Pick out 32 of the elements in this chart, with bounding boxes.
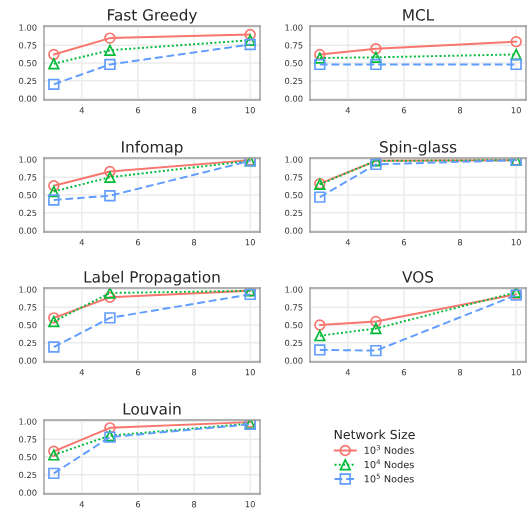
point — [314, 329, 326, 342]
point — [244, 34, 256, 46]
point — [370, 58, 382, 71]
point — [510, 58, 522, 71]
point — [104, 32, 116, 44]
point — [104, 312, 116, 324]
point — [104, 58, 116, 71]
point — [48, 78, 60, 91]
point — [104, 171, 116, 183]
point — [48, 194, 60, 206]
point — [244, 38, 256, 51]
point — [370, 51, 382, 64]
point — [48, 58, 60, 70]
point — [104, 165, 116, 178]
point — [48, 341, 60, 353]
point — [510, 48, 522, 61]
point — [510, 35, 522, 48]
point — [104, 190, 116, 202]
point — [48, 185, 60, 198]
point — [370, 322, 382, 335]
point — [314, 344, 326, 356]
point — [48, 180, 60, 192]
point — [48, 467, 60, 480]
point — [314, 191, 326, 203]
point — [370, 43, 382, 55]
point — [370, 315, 382, 328]
point — [48, 48, 60, 61]
point — [314, 58, 326, 71]
point — [104, 44, 116, 56]
point — [314, 319, 326, 331]
point — [244, 28, 256, 41]
point — [370, 344, 382, 357]
